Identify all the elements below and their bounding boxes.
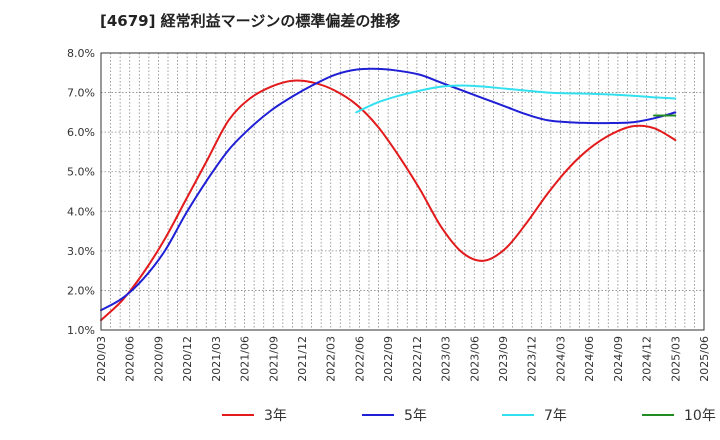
x-tick-label: 2023/09	[497, 336, 510, 382]
series-line-5年	[100, 67, 677, 312]
y-tick-label: 4.0%	[67, 205, 95, 218]
x-tick-label: 2021/12	[296, 336, 309, 382]
x-tick-label: 2020/09	[152, 336, 165, 382]
x-tick-label: 2022/03	[325, 336, 338, 382]
series-line-3年	[100, 79, 677, 322]
y-tick-label: 7.0%	[67, 87, 95, 100]
x-tick-label: 2024/06	[583, 336, 596, 382]
x-tick-label: 2021/03	[210, 336, 223, 382]
legend-label: 10年	[684, 408, 716, 424]
x-tick-label: 2023/06	[468, 336, 481, 382]
y-axis: 1.0% 2.0% 3.0% 4.0% 5.0% 6.0% 7.0% 8.0%	[67, 47, 95, 337]
x-tick-label: 2020/06	[124, 336, 137, 382]
x-tick-label: 2021/09	[267, 336, 280, 382]
series-line-7年	[355, 84, 677, 114]
series-layer	[100, 67, 677, 322]
x-tick-label: 2025/06	[698, 336, 711, 382]
x-tick-label: 2024/12	[641, 336, 654, 382]
y-tick-label: 3.0%	[67, 245, 95, 258]
x-tick-label: 2021/06	[239, 336, 252, 382]
legend-label: 7年	[544, 408, 567, 424]
x-tick-label: 2025/03	[669, 336, 682, 382]
x-tick-label: 2020/12	[181, 336, 194, 382]
x-tick-label: 2022/12	[411, 336, 424, 382]
x-tick-label: 2024/09	[612, 336, 625, 382]
y-tick-label: 2.0%	[67, 284, 95, 297]
y-tick-label: 8.0%	[67, 47, 95, 60]
y-tick-label: 1.0%	[67, 324, 95, 337]
x-axis: 2020/03 2020/06 2020/09 2020/12 2021/03 2021/…	[95, 336, 711, 382]
x-tick-label: 2024/03	[554, 336, 567, 382]
legend: 3年 5年 7年 10年	[222, 408, 716, 424]
x-tick-label: 2023/03	[440, 336, 453, 382]
x-tick-label: 2022/09	[382, 336, 395, 382]
y-tick-label: 6.0%	[67, 126, 95, 139]
legend-label: 5年	[404, 408, 427, 424]
x-tick-label: 2020/03	[95, 336, 108, 382]
legend-label: 3年	[264, 408, 287, 424]
x-tick-label: 2022/06	[353, 336, 366, 382]
y-tick-label: 5.0%	[67, 166, 95, 179]
chart-title: [4679] 経常利益マージンの標準偏差の推移	[100, 12, 401, 30]
x-tick-label: 2023/12	[526, 336, 539, 382]
plot-frame	[100, 52, 705, 331]
